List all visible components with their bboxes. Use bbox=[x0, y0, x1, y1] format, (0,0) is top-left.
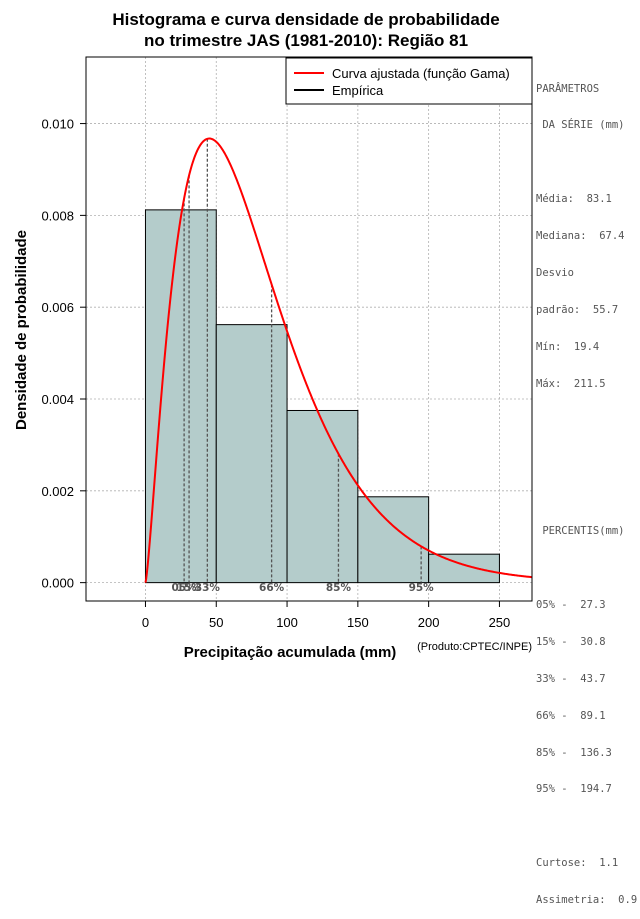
percentile-labels: 05%15%33% 66% 85% 95% bbox=[172, 582, 435, 594]
series-stats-panel: PARÂMETROS DA SÉRIE (mm) Média: 83.1 Med… bbox=[536, 58, 640, 919]
gamma-fit-curve bbox=[144, 137, 533, 583]
percentile-label-33%: 33% bbox=[195, 582, 221, 594]
stat-sd-line1: Desvio bbox=[536, 267, 574, 280]
chart: Histograma e curva densidade de probabil… bbox=[13, 10, 533, 660]
stat-median: Mediana: 67.4 bbox=[536, 230, 625, 243]
x-axis-title: Precipitação acumulada (mm) bbox=[184, 644, 397, 660]
histogram-bar-2 bbox=[286, 409, 359, 584]
x-tick-label-4: 200 bbox=[418, 615, 440, 630]
stat-min: Mín: 19.4 bbox=[536, 340, 600, 353]
params-subtitle: DA SÉRIE (mm) bbox=[536, 119, 625, 132]
x-axis: 0 50 100 150 200 250 bbox=[142, 601, 510, 630]
chart-title-line-2: no trimestre JAS (1981-2010): Região 81 bbox=[144, 31, 468, 50]
legend-label-curve: Curva ajustada (função Gama) bbox=[332, 66, 510, 81]
y-axis: 0.000 0.002 0.004 0.006 0.008 0.010 bbox=[41, 117, 86, 591]
y-tick-label-3: 0.006 bbox=[41, 300, 74, 315]
y-tick-label-1: 0.002 bbox=[41, 484, 74, 499]
percentile-label-15%: 15% bbox=[177, 582, 203, 594]
legend: Curva ajustada (função Gama) Empírica bbox=[285, 57, 533, 105]
percentile-lines bbox=[183, 138, 422, 583]
percentile-label-95%: 95% bbox=[409, 582, 435, 594]
percentile-label-85%: 85% bbox=[326, 582, 352, 594]
y-tick-label-2: 0.004 bbox=[41, 392, 74, 407]
stat-p95: 95% - 194.7 bbox=[536, 783, 612, 796]
histogram-bar-0 bbox=[144, 209, 217, 584]
chart-title-line-1: Histograma e curva densidade de probabil… bbox=[112, 10, 499, 29]
percentile-label-66%: 66% bbox=[259, 582, 285, 594]
stat-mean: Média: 83.1 bbox=[536, 193, 612, 206]
percentis-title: PERCENTIS(mm) bbox=[536, 525, 625, 538]
stat-p66: 66% - 89.1 bbox=[536, 709, 606, 722]
stat-p85: 85% - 136.3 bbox=[536, 746, 612, 759]
histogram-bar-3 bbox=[357, 496, 430, 584]
stat-p15: 15% - 30.8 bbox=[536, 635, 606, 648]
product-credit: (Produto:CPTEC/INPE) bbox=[417, 641, 532, 653]
stat-kurtosis: Curtose: 1.1 bbox=[536, 857, 619, 870]
x-tick-label-0: 0 bbox=[142, 615, 149, 630]
percentile-label-05%: 05% bbox=[172, 582, 198, 594]
stat-p05: 05% - 27.3 bbox=[536, 598, 606, 611]
y-tick-label-0: 0.000 bbox=[41, 576, 74, 591]
histogram-bar-4 bbox=[428, 553, 500, 584]
x-tick-label-2: 100 bbox=[276, 615, 298, 630]
stat-max: Máx: 211.5 bbox=[536, 377, 606, 390]
legend-box bbox=[285, 57, 533, 105]
stat-p33: 33% - 43.7 bbox=[536, 672, 606, 685]
x-tick-label-3: 150 bbox=[347, 615, 369, 630]
y-tick-label-5: 0.010 bbox=[41, 117, 74, 132]
histogram-bars bbox=[144, 209, 500, 584]
y-axis-title: Densidade de probabilidade bbox=[13, 230, 30, 430]
legend-label-empirical: Empírica bbox=[332, 83, 384, 98]
histogram-bar-1 bbox=[215, 324, 288, 584]
x-tick-label-5: 250 bbox=[489, 615, 511, 630]
params-title: PARÂMETROS bbox=[536, 82, 600, 95]
stat-skewness: Assimetria: 0.9 bbox=[536, 894, 638, 907]
plot-frame bbox=[85, 56, 533, 602]
y-tick-label-4: 0.008 bbox=[41, 208, 74, 223]
x-tick-label-1: 50 bbox=[209, 615, 223, 630]
stat-sd-line2: padrão: 55.7 bbox=[536, 303, 619, 316]
